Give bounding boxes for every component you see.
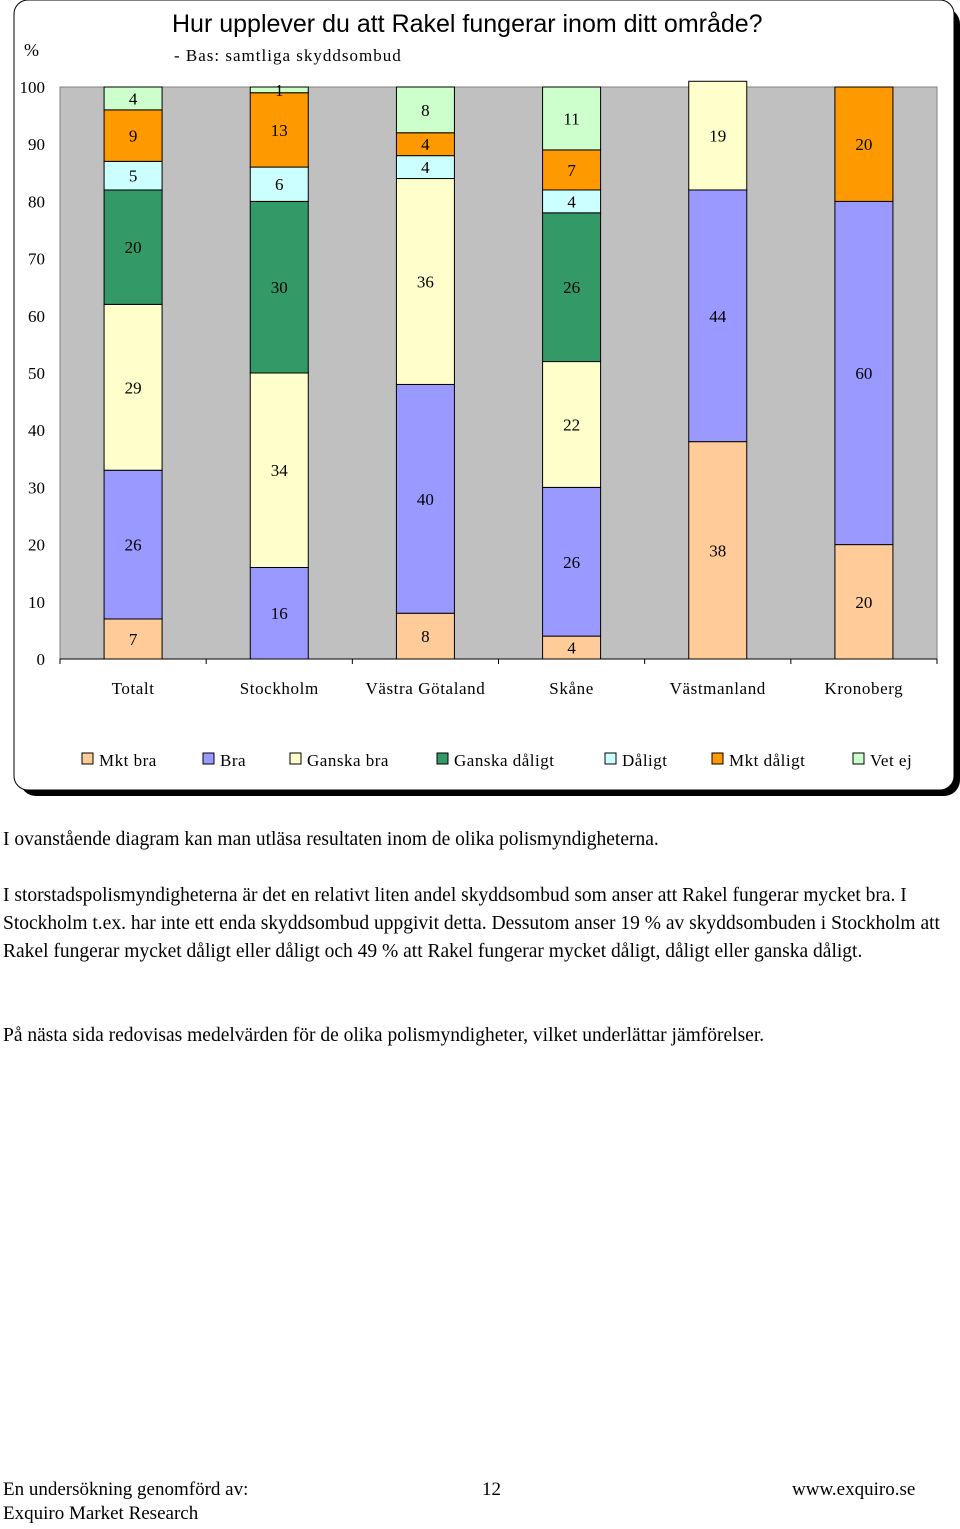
legend-swatch	[604, 752, 617, 765]
y-tick-label: 90	[28, 135, 45, 154]
data-label: 44	[709, 307, 727, 326]
bar-segment	[249, 166, 309, 202]
y-tick-label: 0	[37, 650, 46, 669]
legend-swatch	[711, 752, 724, 765]
data-label: 8	[421, 627, 430, 646]
y-tick-label: 30	[28, 478, 45, 497]
data-label: 19	[709, 127, 726, 146]
bar-segment	[103, 618, 163, 660]
data-label: 20	[855, 593, 872, 612]
legend-swatch	[289, 752, 302, 765]
data-label: 13	[271, 121, 288, 140]
bar-segment	[395, 178, 455, 385]
data-label: 20	[125, 238, 142, 257]
bar-segment	[395, 86, 455, 134]
y-tick-label: 20	[28, 536, 45, 555]
data-label: 16	[271, 604, 288, 623]
data-label: 40	[417, 490, 434, 509]
data-label: 29	[125, 378, 142, 397]
plot-area: 01020304050607080901007262920594Totalt16…	[20, 78, 938, 698]
plot-background	[59, 86, 938, 660]
bar-segment	[249, 86, 309, 94]
data-label: 5	[129, 167, 138, 186]
y-axis-label: %	[24, 40, 39, 60]
footer-website: www.exquiro.se	[792, 1479, 916, 1500]
bar-segment	[103, 303, 163, 471]
y-tick-label: 50	[28, 364, 45, 383]
chart-subtitle: - Bas: samtliga skyddsombud	[174, 46, 402, 65]
data-label: 26	[563, 278, 580, 297]
bar-segment	[103, 189, 163, 305]
bar-segment	[249, 372, 309, 568]
legend: Mkt bra Bra Ganska bra Ganska dåligt Dåligt M…	[81, 751, 912, 770]
bar-segment	[395, 383, 455, 614]
legend-label: Dåligt	[622, 751, 668, 770]
bar-segment	[688, 189, 748, 443]
legend-swatch	[852, 752, 865, 765]
legend-label: Vet ej	[870, 751, 912, 770]
data-label: 34	[271, 461, 289, 480]
y-tick-label: 10	[28, 593, 45, 612]
data-label: 7	[129, 630, 138, 649]
data-label: 4	[567, 192, 576, 211]
page-number: 12	[482, 1479, 501, 1500]
bar-segment	[249, 566, 309, 660]
bar-segment	[834, 200, 894, 546]
data-label: 7	[567, 161, 576, 180]
data-label: 26	[125, 536, 142, 555]
bar-segment	[103, 86, 163, 111]
legend-label: Mkt bra	[99, 751, 157, 770]
y-tick-label: 40	[28, 421, 45, 440]
bar-segment	[103, 469, 163, 620]
bar-segment	[542, 212, 602, 363]
legend-label: Bra	[220, 751, 246, 770]
bar-segment	[249, 200, 309, 374]
data-label: 60	[855, 364, 872, 383]
bar-segment	[688, 80, 748, 191]
paragraph-intro: I ovanstående diagram kan man utläsa res…	[3, 829, 659, 850]
data-label: 22	[563, 415, 580, 434]
x-category-label: Stockholm	[240, 679, 319, 698]
data-label: 38	[709, 541, 726, 560]
legend-swatch	[81, 752, 94, 765]
data-label: 4	[421, 135, 430, 154]
paragraph-stockholm: I storstadspolismyndigheterna är det en …	[3, 885, 940, 962]
chart-title: Hur upplever du att Rakel fungerar inom …	[172, 10, 763, 38]
bar-segment	[542, 361, 602, 488]
y-tick-label: 100	[20, 78, 46, 97]
footer-company: Exquiro Market Research	[3, 1503, 199, 1524]
data-label: 36	[417, 272, 434, 291]
footer-conducted-by: En undersökning genomförd av:	[3, 1479, 249, 1500]
data-label: 4	[421, 158, 430, 177]
data-label: 26	[563, 553, 580, 572]
data-label: 4	[567, 639, 576, 658]
y-tick-label: 60	[28, 307, 45, 326]
x-category-label: Västmanland	[670, 679, 766, 698]
stacked-bar-chart: Hur upplever du att Rakel fungerar inom …	[13, 0, 960, 796]
data-label: 30	[271, 278, 288, 297]
x-category-label: Skåne	[549, 679, 594, 698]
legend-swatch	[436, 752, 449, 765]
bar-segment	[249, 92, 309, 168]
bar-segment	[395, 612, 455, 660]
data-label: 20	[855, 135, 872, 154]
x-category-label: Västra Götaland	[365, 679, 485, 698]
data-label: 8	[421, 101, 430, 120]
y-tick-label: 70	[28, 250, 45, 269]
x-category-label: Totalt	[112, 679, 155, 698]
paragraph-next-page: På nästa sida redovisas medelvärden för …	[3, 1025, 765, 1046]
x-category-label: Kronoberg	[825, 679, 904, 698]
legend-swatch	[202, 752, 215, 765]
data-label: 1	[275, 81, 284, 100]
data-label: 4	[129, 89, 138, 108]
legend-label: Ganska bra	[307, 751, 389, 770]
data-label: 11	[563, 109, 579, 128]
y-tick-label: 80	[28, 192, 45, 211]
bar-segment	[542, 86, 602, 151]
legend-label: Mkt dåligt	[729, 751, 805, 770]
bar-segment	[834, 86, 894, 202]
legend-label: Ganska dåligt	[454, 751, 554, 770]
data-label: 9	[129, 127, 138, 146]
data-label: 6	[275, 175, 284, 194]
